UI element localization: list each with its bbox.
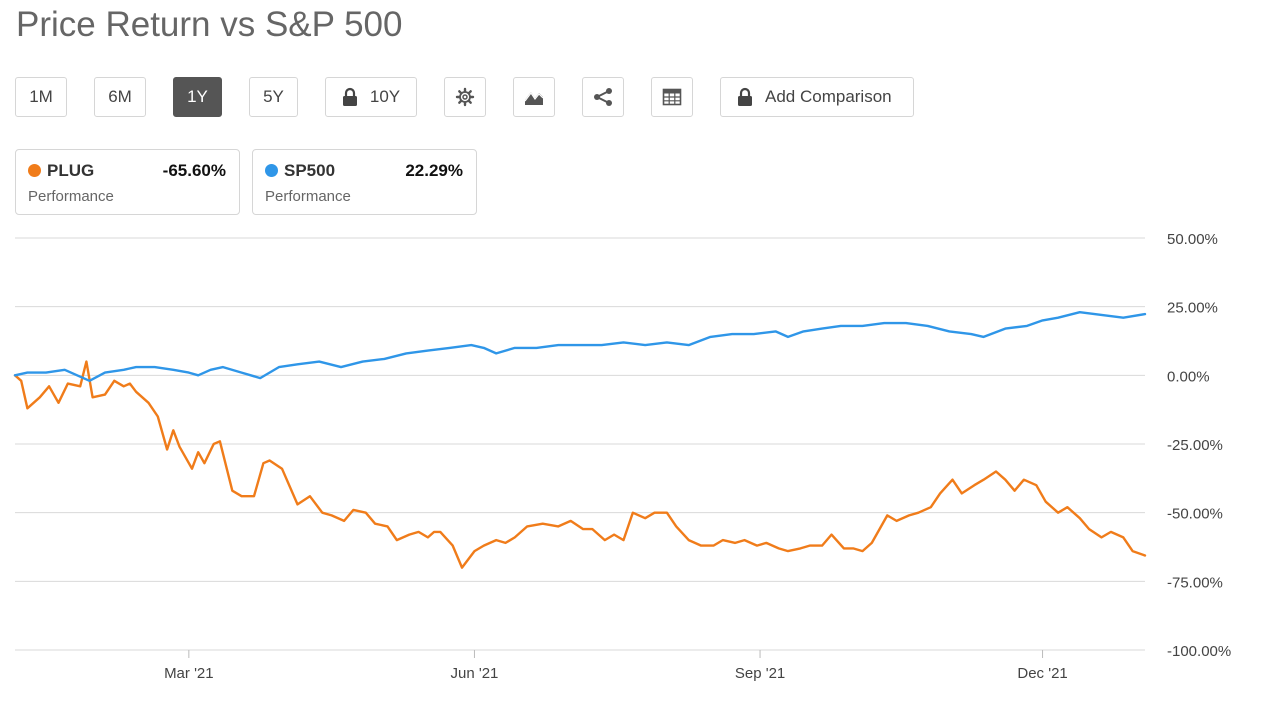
range-6m-label: 6M <box>108 87 132 106</box>
share-button[interactable] <box>582 77 624 117</box>
legend-value-plug: -65.60% <box>162 161 226 180</box>
range-1y-button[interactable]: 1Y <box>173 77 222 117</box>
lock-icon <box>342 87 358 107</box>
y-tick-label: -100.00% <box>1167 643 1231 660</box>
range-10y-label: 10Y <box>369 87 401 106</box>
range-5y-button[interactable]: 5Y <box>249 77 298 117</box>
share-icon <box>592 87 614 107</box>
legend-name-sp500: SP500 <box>284 161 336 180</box>
legend-value-sp500: 22.29% <box>405 161 463 180</box>
legend-card-sp500: SP500 22.29% Performance <box>252 149 477 215</box>
x-tick-label: Jun '21 <box>450 665 498 682</box>
x-tick-label: Sep '21 <box>735 665 785 682</box>
legend-card-plug: PLUG -65.60% Performance <box>15 149 240 215</box>
lock-icon <box>737 87 753 107</box>
series-line-sp500[interactable] <box>13 311 1147 382</box>
y-tick-label: -25.00% <box>1167 437 1223 454</box>
range-1y-label: 1Y <box>187 87 208 106</box>
series-line-plug[interactable] <box>13 360 1147 569</box>
x-tick-label: Dec '21 <box>1017 665 1067 682</box>
mountain-chart-icon <box>523 87 545 107</box>
range-1m-label: 1M <box>29 87 53 106</box>
legend-sub-plug: Performance <box>28 188 114 205</box>
gear-icon <box>455 87 475 107</box>
range-6m-button[interactable]: 6M <box>94 77 146 117</box>
y-tick-label: -50.00% <box>1167 506 1223 523</box>
legend-sub-sp500: Performance <box>265 188 351 205</box>
add-comparison-button[interactable]: Add Comparison <box>720 77 914 117</box>
legend-name-plug: PLUG <box>47 161 95 180</box>
y-tick-label: 0.00% <box>1167 368 1210 385</box>
y-tick-label: 25.00% <box>1167 300 1218 317</box>
range-5y-label: 5Y <box>263 87 284 106</box>
table-icon <box>662 88 682 106</box>
y-tick-label: 50.00% <box>1167 231 1218 248</box>
x-tick-label: Mar '21 <box>164 665 214 682</box>
legend-dot-sp500 <box>265 164 278 177</box>
table-view-button[interactable] <box>651 77 693 117</box>
chart-type-button[interactable] <box>513 77 555 117</box>
legend-dot-plug <box>28 164 41 177</box>
add-comparison-label: Add Comparison <box>765 87 892 106</box>
page-title: Price Return vs S&P 500 <box>16 5 403 44</box>
range-10y-button[interactable]: 10Y <box>325 77 417 117</box>
y-tick-label: -75.00% <box>1167 574 1223 591</box>
range-1m-button[interactable]: 1M <box>15 77 67 117</box>
settings-button[interactable] <box>444 77 486 117</box>
